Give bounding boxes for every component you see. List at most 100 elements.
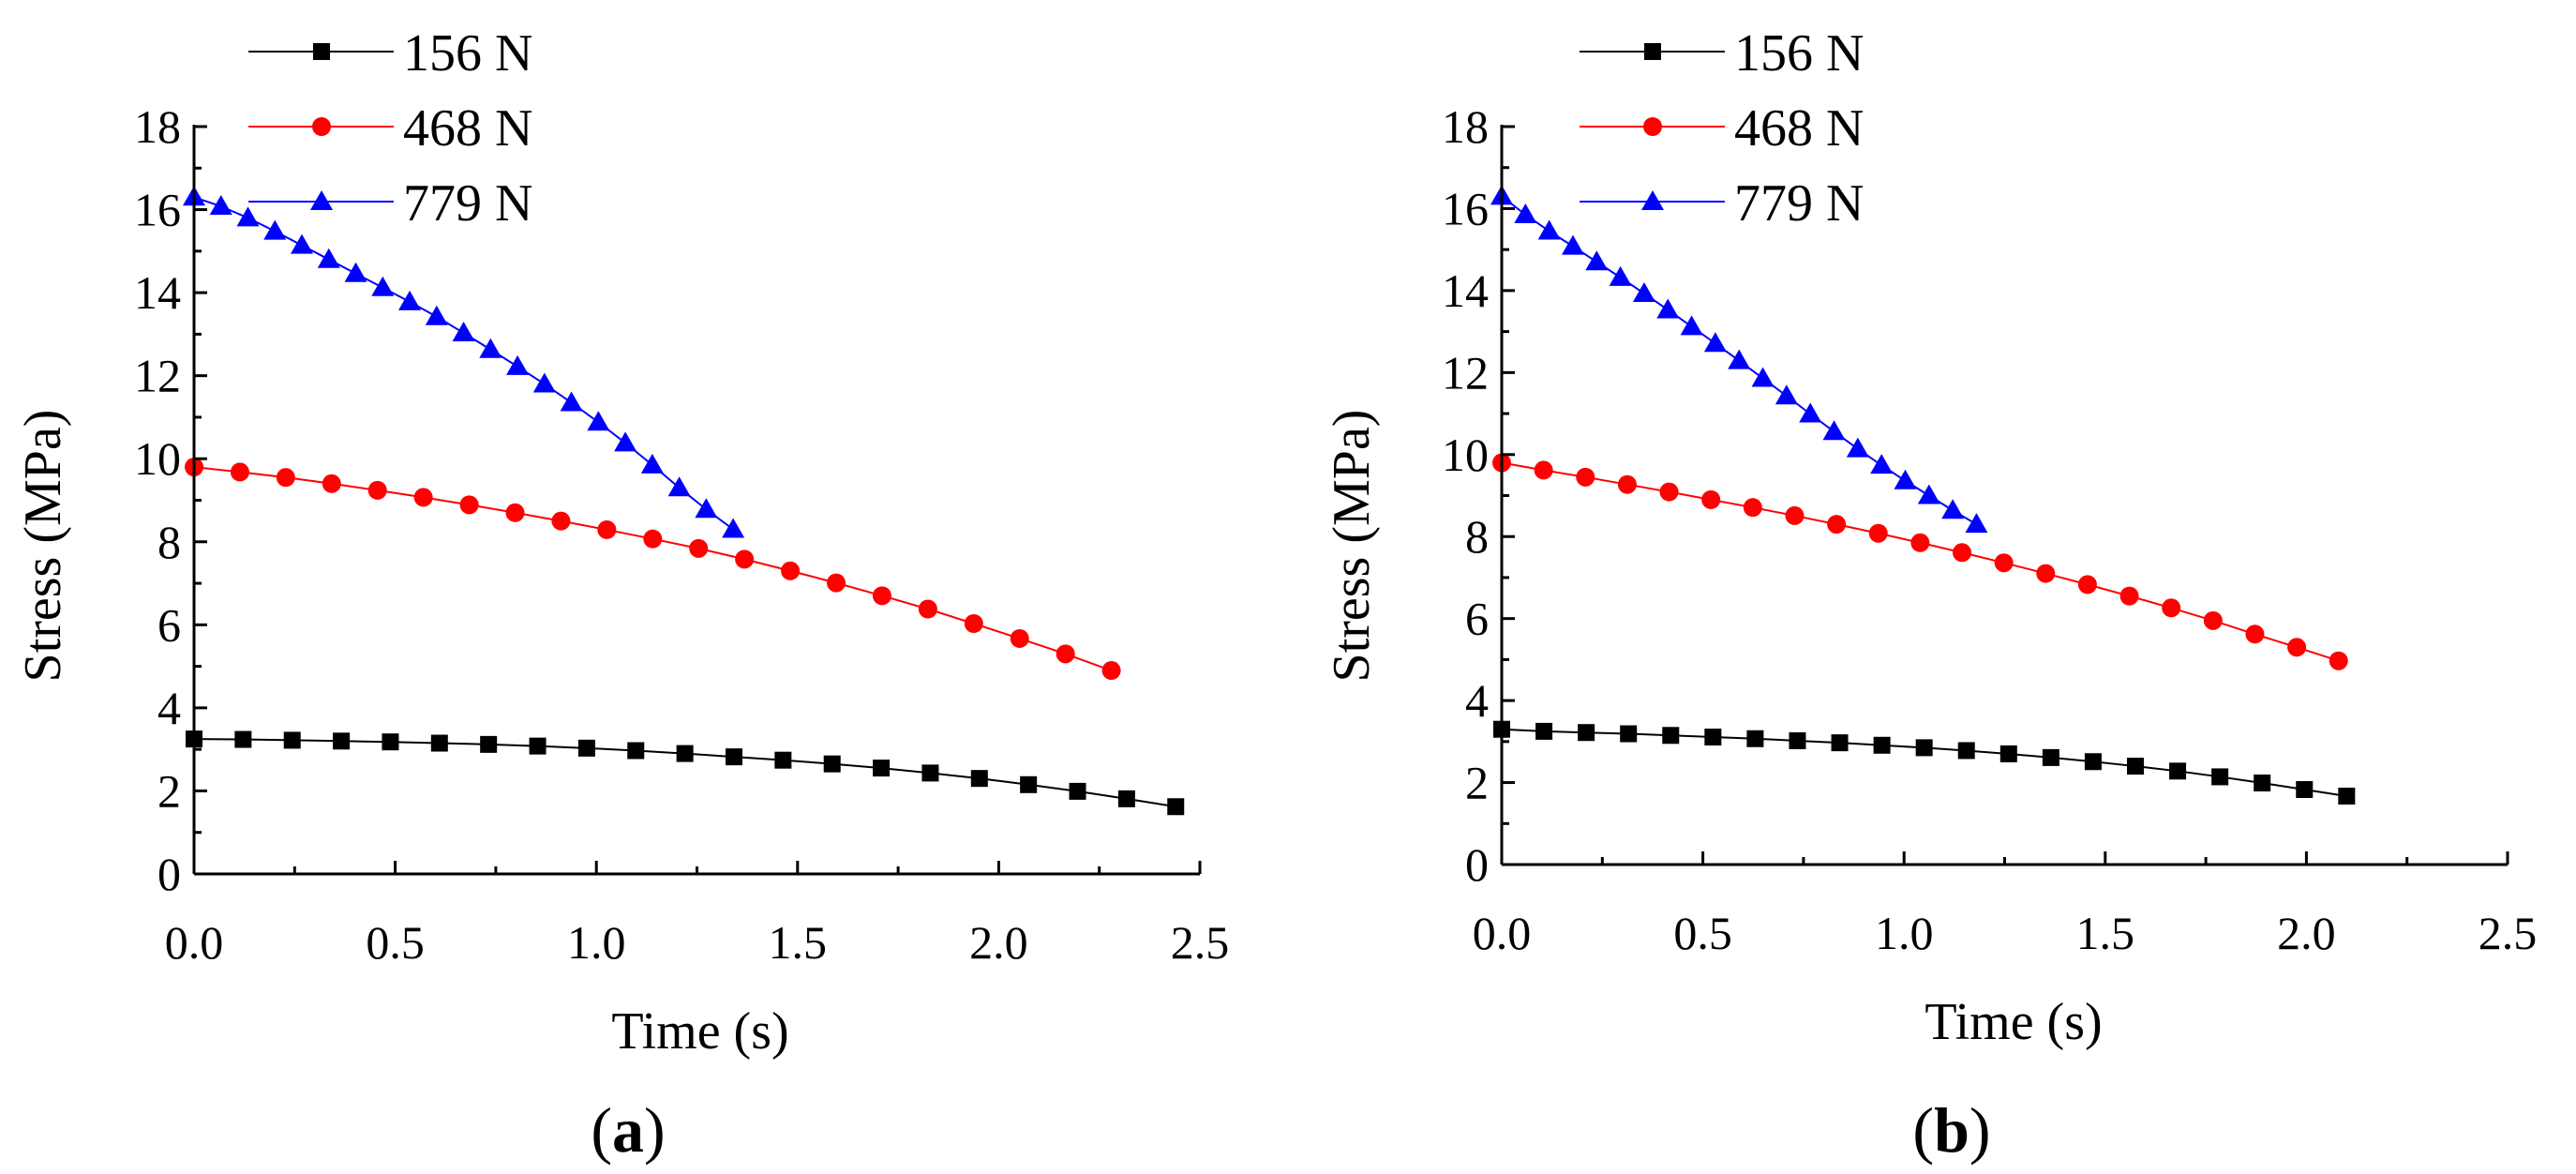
series-a-468n-point-17 bbox=[964, 614, 983, 634]
y-tick-label-a-0: 0 bbox=[157, 848, 181, 900]
series-b-779n-point-20 bbox=[1965, 513, 1988, 534]
series-b-779n-point-14 bbox=[1822, 420, 1846, 441]
series-b-156n-point-14 bbox=[2084, 753, 2102, 771]
x-tick-label-a-0: 0.0 bbox=[165, 916, 224, 969]
series-b-779n-point-15 bbox=[1846, 437, 1869, 458]
series-b-156n-point-3 bbox=[1620, 725, 1638, 743]
series-b-468n-point-20 bbox=[2329, 651, 2348, 670]
series-a-779n-point-9 bbox=[425, 305, 448, 325]
series-b-468n-point-1 bbox=[1534, 460, 1553, 480]
x-tick-label-b-5: 2.5 bbox=[2479, 907, 2538, 959]
series-a-468n-point-9 bbox=[597, 519, 617, 539]
series-b-468n-point-14 bbox=[2077, 575, 2097, 595]
series-a-468n bbox=[185, 458, 1121, 681]
series-b-779n-point-19 bbox=[1941, 499, 1965, 519]
series-a-156n-point-14 bbox=[873, 760, 891, 777]
series-b-779n-point-1 bbox=[1514, 203, 1537, 224]
x-tick-label-a-2: 1.0 bbox=[567, 916, 626, 969]
series-a-468n-point-14 bbox=[827, 573, 846, 593]
series-b-779n-point-3 bbox=[1561, 234, 1584, 255]
series-b-468n-point-15 bbox=[2119, 586, 2139, 606]
series-b-468n-point-9 bbox=[1868, 523, 1888, 543]
y-tick-label-b-0: 0 bbox=[1465, 838, 1489, 891]
series-a-468n-line bbox=[193, 466, 1112, 671]
x-tick-label-b-3: 1.5 bbox=[2076, 907, 2135, 959]
series-b-468n-point-5 bbox=[1701, 489, 1721, 509]
series-a-468n-point-4 bbox=[367, 480, 387, 500]
series-a-779n-point-8 bbox=[398, 290, 422, 310]
series-b-156n-point-18 bbox=[2254, 774, 2271, 791]
x-tick-label-a-5: 2.5 bbox=[1171, 916, 1230, 969]
series-a-156n bbox=[186, 730, 1185, 816]
legend-item-a-2: 779 N bbox=[248, 174, 532, 233]
y-tick-label-a-1: 2 bbox=[157, 764, 181, 817]
series-a-779n-point-12 bbox=[506, 354, 530, 375]
y-tick-label-b-8: 16 bbox=[1442, 182, 1489, 234]
series-b-156n-point-5 bbox=[1704, 729, 1722, 746]
series-a-779n-point-14 bbox=[560, 391, 583, 412]
series-b-156n-point-6 bbox=[1746, 730, 1764, 747]
y-tick-label-a-2: 4 bbox=[157, 682, 181, 734]
series-b-468n-point-7 bbox=[1785, 505, 1805, 525]
series-b-156n-point-16 bbox=[2169, 762, 2187, 780]
y-axis-title-b: Stress (MPa) bbox=[1323, 410, 1381, 683]
series-a-779n-point-10 bbox=[452, 322, 475, 342]
x-tick-label-a-3: 1.5 bbox=[769, 916, 828, 969]
series-a-779n-point-20 bbox=[722, 518, 745, 538]
y-tick-label-b-2: 4 bbox=[1465, 674, 1489, 727]
series-b-779n-point-2 bbox=[1537, 219, 1561, 240]
series-b-779n-point-7 bbox=[1656, 298, 1680, 319]
series-a-779n bbox=[183, 186, 745, 538]
series-a-468n-point-8 bbox=[551, 511, 571, 531]
series-b-156n-point-17 bbox=[2211, 768, 2229, 786]
series-b-156n-point-4 bbox=[1662, 727, 1680, 745]
series-a-468n-point-2 bbox=[276, 468, 295, 488]
series-a-156n-point-20 bbox=[1167, 798, 1185, 816]
series-a-156n-point-9 bbox=[627, 742, 645, 760]
series-a-156n-point-18 bbox=[1069, 782, 1086, 800]
series-a-779n-point-17 bbox=[640, 453, 664, 474]
legend-item-b-0-label: 156 N bbox=[1734, 24, 1864, 83]
series-b-156n-point-7 bbox=[1789, 731, 1806, 749]
series-a-779n-point-15 bbox=[587, 411, 610, 431]
series-a-468n-point-3 bbox=[322, 474, 341, 493]
panel-label-a: (a) bbox=[591, 1094, 665, 1166]
series-a-779n-point-4 bbox=[291, 233, 314, 254]
series-b-156n-point-19 bbox=[2296, 780, 2314, 798]
y-tick-label-b-7: 14 bbox=[1442, 264, 1489, 317]
legend-item-b-2-point-marker bbox=[1641, 190, 1664, 210]
series-a-156n-point-7 bbox=[529, 737, 547, 755]
panel-label-open-b: ( bbox=[1912, 1094, 1934, 1166]
series-a-156n-point-6 bbox=[480, 735, 498, 753]
series-b-468n-point-3 bbox=[1617, 474, 1637, 494]
panel-label-letter-b: b bbox=[1934, 1094, 1969, 1166]
y-tick-label-a-8: 16 bbox=[134, 184, 181, 236]
series-a-156n-point-10 bbox=[676, 745, 694, 762]
series-a-779n-point-3 bbox=[263, 219, 287, 240]
x-tick-label-a-4: 2.0 bbox=[969, 916, 1028, 969]
series-a-779n-line bbox=[193, 196, 734, 531]
legend-item-b-0: 156 N bbox=[1580, 24, 1864, 83]
series-b-468n-point-12 bbox=[1994, 553, 2014, 573]
series-a-779n-point-5 bbox=[317, 248, 340, 268]
legend-b: 156 N 468 N 779 N bbox=[1580, 24, 1864, 233]
y-axis-title-a: Stress (MPa) bbox=[14, 410, 72, 683]
x-axis-title-a: Time (s) bbox=[611, 1002, 788, 1061]
y-tick-label-a-9: 18 bbox=[134, 100, 181, 153]
legend-item-a-0: 156 N bbox=[248, 24, 532, 83]
series-a-779n-point-13 bbox=[532, 372, 556, 393]
series-b-468n-point-13 bbox=[2036, 564, 2056, 583]
series-b-779n-point-17 bbox=[1894, 469, 1917, 489]
series-b-779n-point-18 bbox=[1917, 484, 1940, 504]
y-tick-label-a-3: 6 bbox=[157, 598, 181, 651]
legend-item-b-1-point-marker bbox=[1643, 117, 1662, 136]
series-a-156n-point-5 bbox=[430, 734, 448, 752]
series-b-779n-point-13 bbox=[1799, 402, 1822, 423]
chart-panel-b: 0 2 4 6 8 10 12 14 16 18 0.0 0.5 1.0 1.5 2.0 2.5 Time (… bbox=[1323, 24, 2537, 1166]
series-a-468n-point-7 bbox=[505, 503, 525, 522]
chart-panel-a: 0 2 4 6 8 10 12 14 16 18 0.0 0.5 1.0 1.5 2.0 2.5 Time (… bbox=[14, 24, 1229, 1166]
series-a-468n-point-13 bbox=[781, 561, 801, 580]
panel-label-close-a: ) bbox=[644, 1094, 666, 1166]
series-b-779n-point-5 bbox=[1609, 265, 1632, 286]
